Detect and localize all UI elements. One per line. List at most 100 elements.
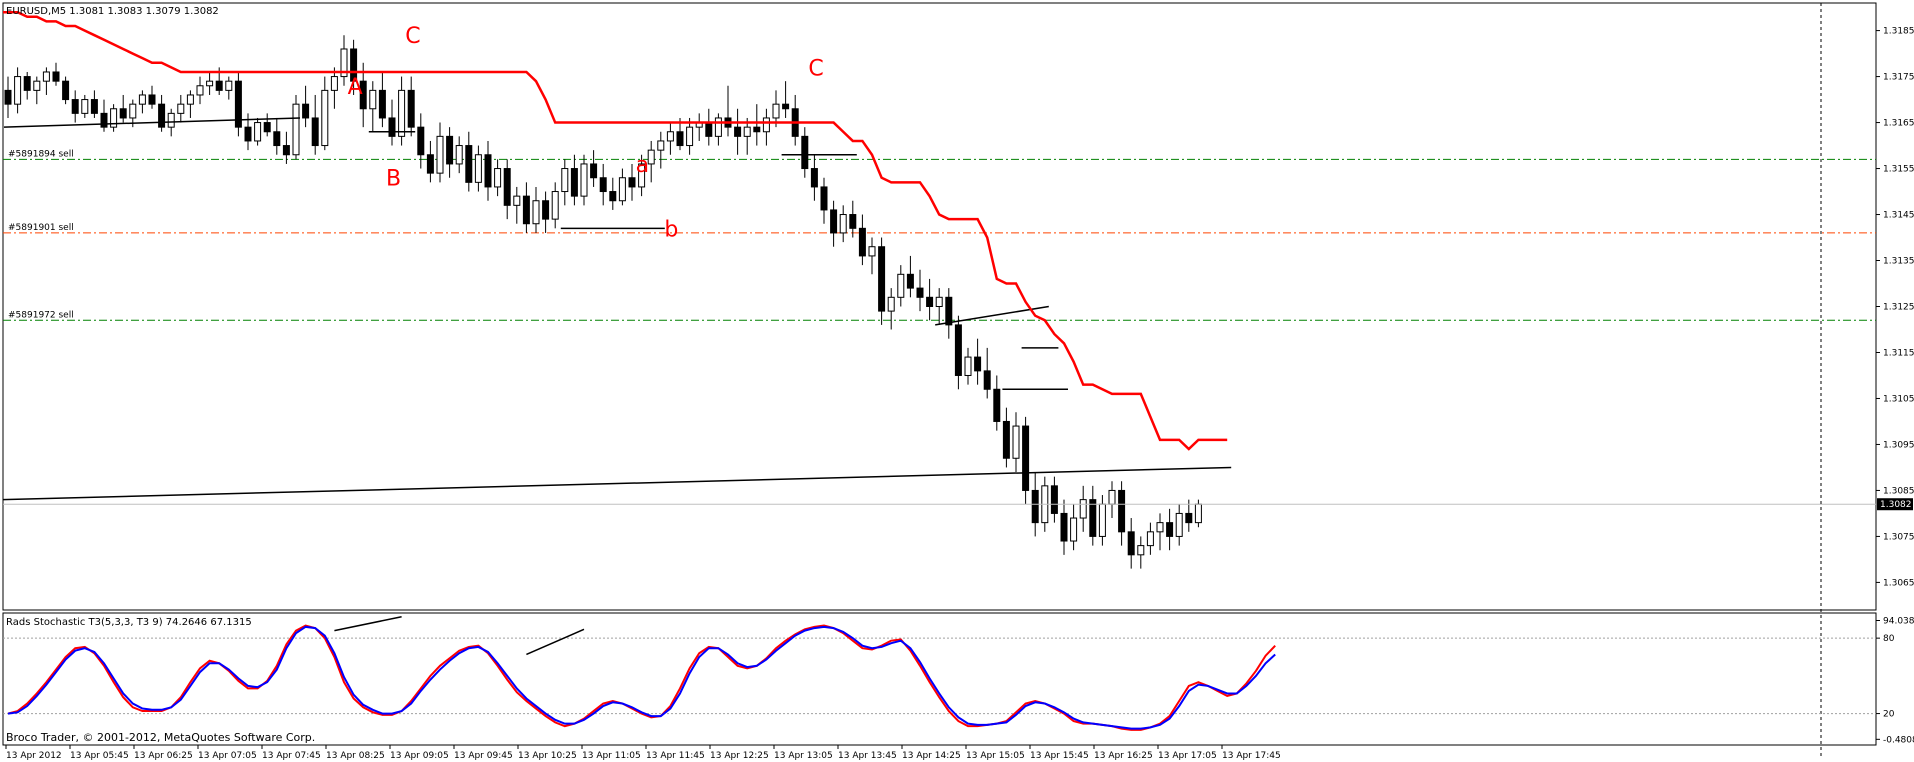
candle-body — [878, 246, 886, 312]
candle-body — [551, 191, 559, 220]
candle-body — [945, 296, 953, 326]
candle-body — [158, 103, 166, 128]
candle-body — [580, 163, 588, 197]
candle-body — [599, 177, 607, 193]
stochastic-tick-label: 20 — [1883, 710, 1895, 720]
stochastic-series-line — [7, 625, 1276, 730]
candle-body — [4, 89, 12, 105]
candle-body — [897, 273, 905, 298]
candle-body — [177, 103, 185, 114]
candle-body — [849, 214, 857, 229]
candle-body — [282, 145, 290, 156]
candle-body — [657, 140, 665, 151]
candle-body — [426, 154, 434, 174]
candle-body — [234, 80, 242, 128]
time-tick-label: 13 Apr 06:25 — [134, 751, 193, 761]
candle-body — [753, 126, 761, 133]
candle-body — [762, 117, 770, 133]
time-tick-label: 13 Apr 13:45 — [838, 751, 897, 761]
candle-body — [302, 103, 310, 119]
wave-label: B — [386, 167, 401, 192]
candle-body — [62, 80, 70, 101]
candle-body — [830, 209, 838, 234]
candle-body — [542, 200, 550, 220]
candle-body — [81, 99, 89, 114]
candle-body — [244, 126, 252, 142]
wave-label: b — [664, 217, 678, 242]
candle-body — [609, 191, 617, 202]
candle-body — [734, 126, 742, 137]
candle-body — [1070, 517, 1078, 542]
candle-body — [916, 287, 924, 298]
indicator-panel[interactable]: Rads Stochastic T3(5,3,3, T3 9) 74.2646 … — [2, 612, 1877, 746]
candle-body — [292, 103, 300, 156]
candle-body — [926, 296, 934, 308]
last-price-box — [1877, 498, 1913, 511]
price-tick-label: 1.3095 — [1883, 440, 1914, 450]
candle-body — [858, 227, 866, 257]
candle-body — [455, 145, 463, 165]
candle-body — [1031, 489, 1039, 524]
candle-body — [407, 89, 415, 128]
wave-label: a — [636, 153, 649, 178]
candle-body — [90, 99, 98, 114]
time-tick-label: 13 Apr 12:25 — [710, 751, 769, 761]
time-tick-label: 13 Apr 14:25 — [902, 751, 961, 761]
candle-body — [388, 117, 396, 137]
candle-body — [110, 108, 118, 128]
price-tick-label: 1.3185 — [1883, 27, 1914, 37]
time-tick-label: 13 Apr 10:25 — [518, 751, 577, 761]
wave-annotations: A B C Ca b — [348, 24, 824, 242]
time-tick-label: 13 Apr 17:45 — [1222, 751, 1281, 761]
price-panel[interactable]: #5891894 sell#5891901 sell#5891972 sell … — [2, 2, 1877, 758]
time-tick-label: 13 Apr 16:25 — [1094, 751, 1153, 761]
candle-body — [167, 112, 175, 128]
time-tick-label: 13 Apr 07:45 — [262, 751, 321, 761]
candle-body — [398, 89, 406, 137]
candle-body — [254, 122, 262, 142]
candle-body — [810, 168, 818, 188]
price-tick-label: 1.3175 — [1883, 73, 1914, 83]
candle-body — [714, 117, 722, 137]
candle-body — [484, 154, 492, 188]
candle-body — [522, 195, 530, 225]
candle-body — [311, 117, 319, 147]
candle-body — [196, 85, 204, 96]
candle-body — [628, 177, 636, 188]
indicator-title: Rads Stochastic T3(5,3,3, T3 9) 74.2646 … — [6, 617, 252, 628]
candle-body — [1166, 522, 1174, 537]
candle-body — [638, 163, 646, 188]
candle-body — [273, 131, 281, 147]
candle-body — [647, 149, 655, 165]
candle-body — [666, 131, 674, 142]
time-axis: 13 Apr 2012 13 Apr 05:45 13 Apr 06:25 13 Ap… — [5, 745, 1281, 761]
price-tick-label: 1.3165 — [1883, 119, 1914, 129]
price-tick-label: 1.3065 — [1883, 578, 1914, 588]
order-line-label: #5891972 sell — [8, 310, 74, 320]
candle-body — [225, 80, 233, 91]
stochastic-levels — [3, 637, 1876, 715]
candle-body — [263, 122, 271, 133]
time-tick-label: 13 Apr 07:05 — [198, 751, 257, 761]
candle-body — [494, 168, 502, 188]
candle-body — [974, 356, 982, 372]
candle-body — [1108, 489, 1116, 505]
candle-body — [993, 388, 1001, 422]
candle-body — [532, 200, 540, 225]
candle-body — [100, 112, 108, 128]
stochastic-tick-label: 94.038 — [1883, 616, 1914, 626]
candle-body — [14, 76, 22, 105]
candle-body — [129, 103, 137, 119]
candle-body — [465, 145, 473, 183]
trail-stop-line — [3, 10, 1228, 451]
stochastic-trend-segments — [334, 616, 585, 656]
price-tick-label: 1.3075 — [1883, 532, 1914, 542]
candle-body — [436, 135, 444, 174]
order-lines: #5891894 sell #5891901 sell #5891972 sell — [3, 149, 1876, 321]
candle-body — [369, 89, 377, 110]
long-trend-line — [2, 466, 1232, 501]
wave-label: C — [808, 56, 823, 81]
price-tick-label: 1.3135 — [1883, 257, 1914, 267]
order-line-label: #5891901 sell — [8, 223, 74, 233]
